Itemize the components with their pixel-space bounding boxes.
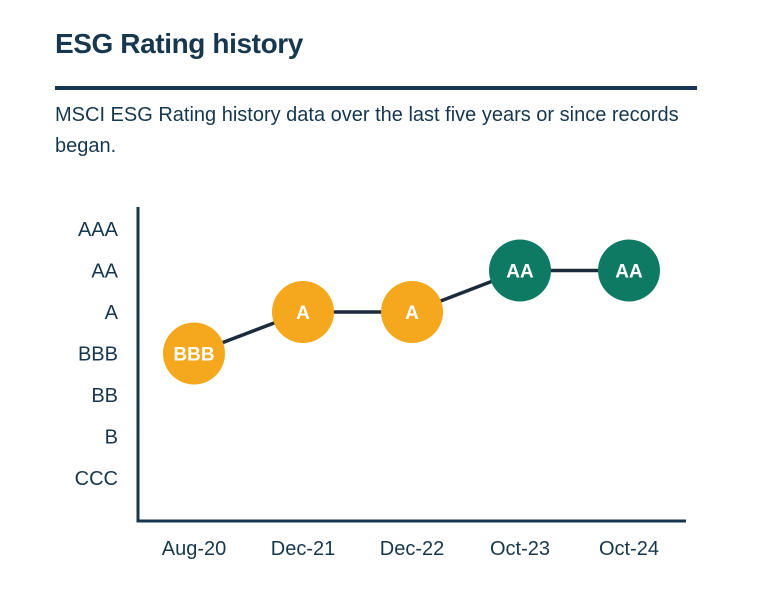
rating-point: [381, 281, 443, 343]
title-divider: [55, 86, 697, 90]
rating-point: [489, 239, 551, 302]
y-tick-label: CCC: [75, 468, 118, 490]
rating-point-label: AA: [615, 262, 643, 283]
y-tick-label: A: [105, 302, 119, 324]
x-tick-label: Aug-20: [162, 538, 227, 560]
y-tick-label: AA: [91, 261, 118, 283]
y-tick-label: BB: [91, 385, 118, 407]
y-tick-label: AAA: [78, 219, 119, 241]
rating-point-label: AA: [506, 262, 534, 283]
rating-point: [272, 281, 334, 343]
y-tick-label: BBB: [78, 344, 118, 366]
y-tick-label: B: [105, 427, 118, 449]
rating-point: [163, 322, 225, 385]
rating-point-label: A: [405, 303, 419, 324]
x-tick-label: Oct-24: [599, 538, 659, 560]
rating-point-label: A: [296, 303, 310, 324]
x-tick-label: Dec-21: [271, 538, 335, 560]
page-subtitle: MSCI ESG Rating history data over the la…: [55, 104, 679, 157]
rating-point: [598, 239, 660, 302]
page-title: ESG Rating history: [55, 28, 303, 59]
x-tick-label: Dec-22: [380, 538, 444, 560]
rating-point-label: BBB: [173, 345, 214, 366]
x-tick-label: Oct-23: [490, 538, 550, 560]
